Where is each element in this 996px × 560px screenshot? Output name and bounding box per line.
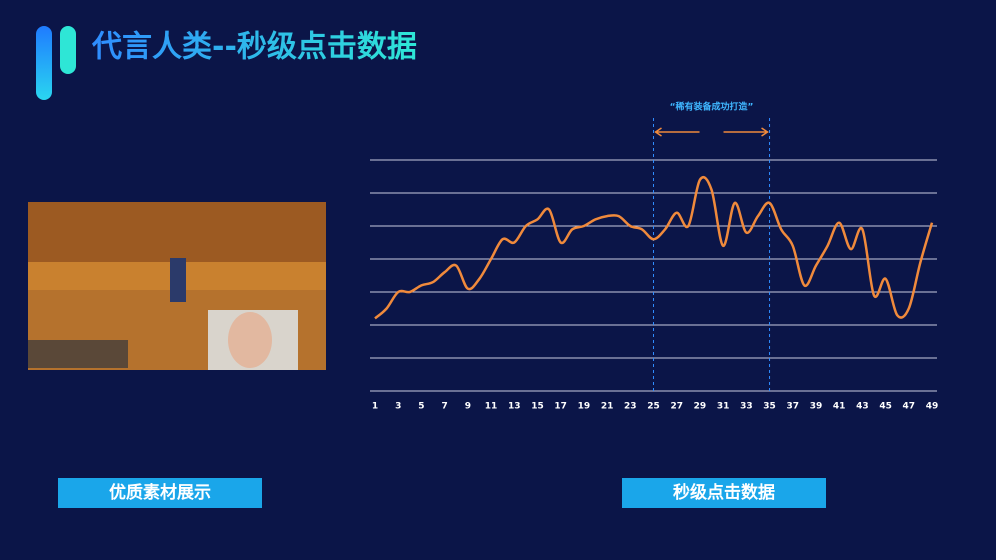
- x-tick-label: 31: [717, 402, 730, 412]
- x-tick-label: 41: [833, 402, 846, 412]
- x-tick-label: 17: [554, 402, 567, 412]
- x-tick-label: 7: [441, 402, 447, 412]
- x-tick-label: 13: [508, 402, 521, 412]
- x-tick-label: 21: [601, 402, 614, 412]
- x-tick-label: 3: [395, 402, 401, 412]
- x-tick-label: 49: [926, 402, 939, 412]
- arrow: [654, 127, 700, 137]
- arrow: [723, 127, 769, 137]
- x-tick-label: 27: [670, 402, 683, 412]
- annotation: “稀有装备成功打造”: [670, 101, 754, 113]
- x-tick-label: 37: [786, 402, 799, 412]
- x-tick-label: 45: [879, 402, 892, 412]
- title-bar: [60, 26, 76, 74]
- x-tick-label: 11: [485, 402, 498, 412]
- x-tick-label: 33: [740, 402, 753, 412]
- label-button: 优质素材展示: [58, 478, 262, 508]
- x-tick-label: 47: [903, 402, 916, 412]
- title: 代言人类--秒级点击数据: [91, 30, 417, 65]
- x-tick-label: 15: [531, 402, 544, 412]
- x-tick-label: 35: [763, 402, 776, 412]
- data-line: [374, 176, 934, 320]
- x-tick-label: 5: [418, 402, 424, 412]
- x-tick-label: 19: [578, 402, 591, 412]
- title-bar: [36, 26, 52, 100]
- label-button: 秒级点击数据: [622, 478, 826, 508]
- x-tick-label: 29: [694, 402, 707, 412]
- x-tick-label: 23: [624, 402, 637, 412]
- x-tick-label: 39: [810, 402, 823, 412]
- x-tick-label: 43: [856, 402, 869, 412]
- x-tick-label: 9: [465, 402, 471, 412]
- game-screenshot: [28, 202, 326, 370]
- x-tick-label: 1: [372, 402, 378, 412]
- x-tick-label: 25: [647, 402, 660, 412]
